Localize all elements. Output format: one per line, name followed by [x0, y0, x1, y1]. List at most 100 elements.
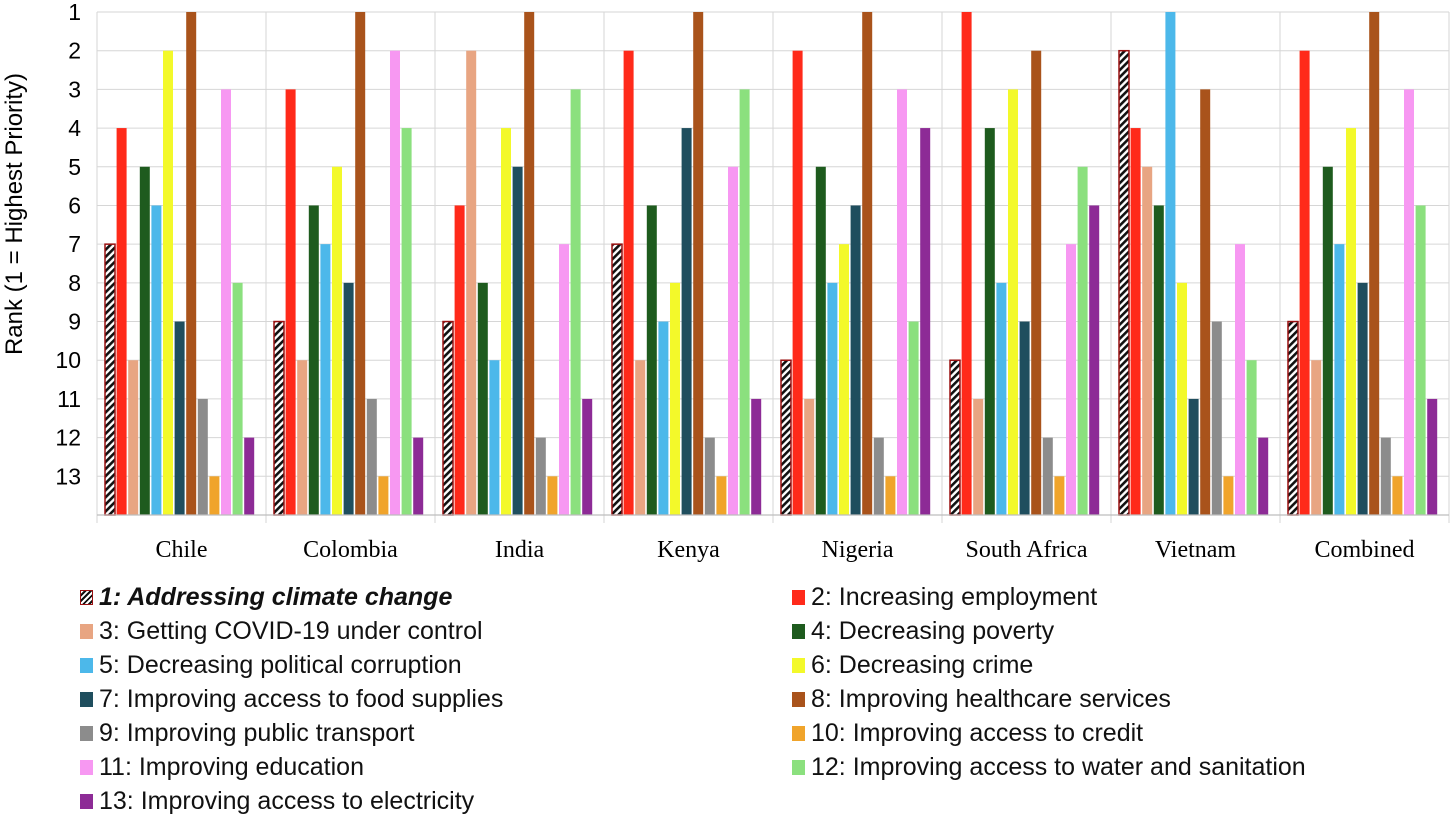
legend-item: 8: Improving healthcare services [792, 682, 1171, 716]
bar-kenya-series-8 [693, 12, 704, 515]
x-tick-label: India [495, 537, 545, 563]
bar-combined-series-6 [1346, 128, 1356, 516]
bar-colombia-series-12 [401, 128, 412, 516]
bar-south-africa-series-4 [984, 128, 995, 516]
legend-swatch [792, 725, 805, 741]
y-axis-label: Rank (1 = Highest Priority) [1, 73, 28, 355]
bar-nigeria-series-6 [839, 244, 849, 515]
y-tick-label: 7 [68, 231, 81, 257]
bar-kenya-series-4 [646, 205, 657, 515]
legend-label: 13: Improving access to electricity [99, 787, 475, 815]
bar-vietnam-series-10 [1223, 476, 1234, 515]
legend-swatch [80, 589, 93, 605]
legend-item: 11: Improving education [80, 750, 364, 784]
bar-india-series-3 [466, 50, 477, 515]
legend-item: 13: Improving access to electricity [80, 784, 474, 818]
y-tick-label: 10 [55, 347, 81, 373]
legend-item: 2: Increasing employment [792, 580, 1097, 614]
legend-label: 6: Decreasing crime [811, 651, 1034, 679]
bar-kenya-series-2 [623, 50, 634, 515]
x-tick-label: Combined [1315, 537, 1415, 563]
bar-combined-series-9 [1380, 437, 1391, 515]
legend-label: 12: Improving access to water and sanita… [811, 753, 1306, 781]
legend-item: 9: Improving public transport [80, 716, 414, 750]
bar-colombia-series-1 [273, 320, 285, 516]
x-tick-label: Chile [156, 537, 208, 563]
legend-label: 9: Improving public transport [99, 719, 415, 747]
legend-label: 2: Increasing employment [811, 583, 1098, 611]
x-tick-label: Vietnam [1155, 537, 1237, 563]
bar-nigeria-series-10 [885, 476, 896, 515]
bar-colombia-series-5 [320, 244, 331, 515]
legend-label: 10: Improving access to credit [811, 719, 1144, 747]
bar-kenya-series-13 [751, 398, 762, 515]
bar-south-africa-series-3 [973, 398, 984, 515]
legend-swatch [792, 691, 805, 707]
bar-colombia-series-8 [355, 12, 366, 515]
bar-india-series-13 [582, 398, 593, 515]
bar-vietnam-series-7 [1188, 398, 1199, 515]
bar-vietnam-series-1 [1118, 49, 1130, 516]
bar-nigeria-series-3 [804, 398, 815, 515]
bar-kenya-series-12 [739, 89, 750, 515]
bar-india-series-11 [559, 244, 569, 515]
bar-vietnam-series-12 [1246, 360, 1257, 515]
y-tick-label: 2 [68, 38, 81, 64]
bar-vietnam-series-8 [1200, 89, 1211, 515]
bar-colombia-series-4 [308, 205, 319, 515]
y-tick-label: 4 [68, 115, 81, 141]
bar-vietnam-series-4 [1153, 205, 1164, 515]
bar-nigeria-series-11 [897, 89, 907, 515]
bar-combined-series-5 [1334, 244, 1345, 515]
x-tick-labels: Chile Colombia India Kenya Nigeria South Afri… [156, 537, 1415, 563]
legend-item: 7: Improving access to food supplies [80, 682, 503, 716]
legend-label: 1: Addressing climate change [99, 583, 453, 611]
bar-vietnam-series-9 [1211, 321, 1222, 515]
legend-label: 7: Improving access to food supplies [99, 685, 504, 713]
bar-chile-series-5 [151, 205, 162, 515]
bar-chile-series-12 [232, 282, 243, 515]
bar-colombia-series-10 [378, 476, 389, 515]
bar-kenya-series-7 [681, 128, 692, 516]
bar-chile-series-13 [244, 437, 255, 515]
legend-swatch [80, 623, 93, 639]
bar-chile-series-6 [163, 50, 173, 515]
bar-south-africa-series-7 [1019, 321, 1030, 515]
bar-kenya-series-11 [728, 166, 738, 515]
y-tick-label: 13 [55, 463, 81, 489]
bar-colombia-series-7 [343, 282, 354, 515]
bar-nigeria-series-9 [873, 437, 884, 515]
bar-south-africa-series-13 [1089, 205, 1100, 515]
bar-india-series-4 [477, 282, 488, 515]
bar-kenya-series-3 [635, 360, 646, 515]
legend-swatch [792, 657, 805, 673]
legend-item: 5: Decreasing political corruption [80, 648, 462, 682]
bar-india-series-10 [547, 476, 558, 515]
bar-south-africa-series-2 [961, 12, 972, 515]
bar-kenya-series-10 [716, 476, 727, 515]
bar-combined-series-1 [1287, 320, 1299, 516]
bar-combined-series-13 [1427, 398, 1438, 515]
legend-swatch [792, 589, 805, 605]
x-tick-label: Colombia [303, 537, 398, 563]
bar-south-africa-series-8 [1031, 50, 1042, 515]
bar-nigeria-series-2 [792, 50, 803, 515]
bar-nigeria-series-8 [862, 12, 873, 515]
bar-combined-series-7 [1357, 282, 1368, 515]
legend-swatch [80, 793, 93, 809]
legend-label: 8: Improving healthcare services [811, 685, 1171, 713]
bar-kenya-series-6 [670, 282, 680, 515]
bar-vietnam-series-6 [1177, 282, 1187, 515]
legend-label: 5: Decreasing political corruption [99, 651, 462, 679]
bar-south-africa-series-1 [949, 359, 961, 516]
bar-combined-series-8 [1369, 12, 1380, 515]
legend-swatch [80, 759, 93, 775]
bar-combined-series-4 [1322, 166, 1333, 515]
legend-label: 3: Getting COVID-19 under control [99, 617, 483, 645]
bar-colombia-series-2 [285, 89, 296, 515]
bar-south-africa-series-12 [1077, 166, 1088, 515]
bar-india-series-12 [570, 89, 581, 515]
y-tick-label: 5 [68, 154, 81, 180]
